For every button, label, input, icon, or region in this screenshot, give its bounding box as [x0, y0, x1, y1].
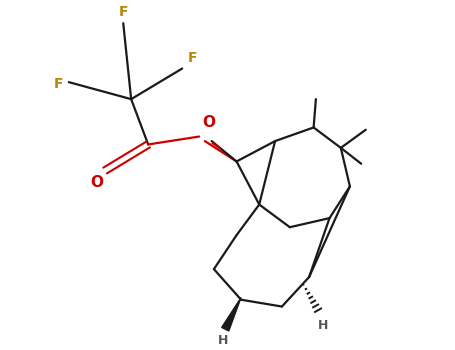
Text: F: F: [54, 77, 63, 91]
Text: F: F: [118, 5, 128, 19]
Polygon shape: [222, 298, 241, 331]
Text: O: O: [91, 175, 104, 190]
Text: O: O: [202, 115, 216, 130]
Text: H: H: [318, 319, 328, 332]
Text: F: F: [188, 51, 197, 65]
Text: H: H: [218, 334, 228, 347]
